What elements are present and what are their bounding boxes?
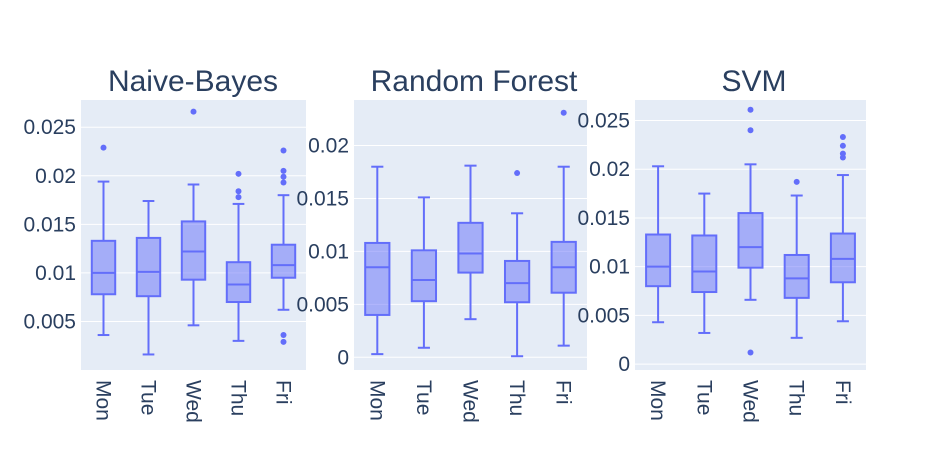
outlier-point [235, 194, 242, 201]
iqr-box [270, 243, 297, 279]
subplot-2: 0 0.005 0.01 0.015 0.02 0.025 SVM Mon Tue Wed Thu F… [577, 65, 866, 423]
box-thu [783, 178, 810, 339]
x-tick-label: Fri [831, 380, 854, 405]
iqr-box [645, 233, 672, 288]
x-tick-label: Wed [182, 380, 205, 423]
x-tick-label: Thu [227, 380, 250, 416]
subplot-title: SVM [721, 65, 786, 98]
y-tick-label: 0.01 [35, 262, 76, 285]
subplot-title: Random Forest [371, 65, 578, 98]
outlier-point [100, 144, 107, 151]
subplot-1: 0 0.005 0.01 0.015 0.02 Random Forest Mon Tue We… [296, 65, 587, 423]
outlier-point [280, 332, 287, 339]
outlier-point [280, 338, 287, 345]
iqr-box [457, 221, 484, 274]
y-tick-label: 0.025 [577, 109, 630, 132]
box-tue [410, 196, 438, 349]
box-thu [225, 170, 252, 342]
y-tick-label: 0 [618, 353, 630, 376]
x-tick-label: Tue [137, 380, 160, 415]
outlier-point [190, 108, 197, 115]
y-tick-label: 0.005 [23, 310, 76, 333]
outlier-point [560, 109, 567, 116]
y-tick-label: 0.015 [296, 187, 349, 210]
box-fri [829, 134, 856, 323]
subplot-title: Naive-Bayes [108, 65, 278, 98]
box-wed [457, 164, 484, 321]
iqr-box [783, 253, 810, 299]
box-fri [270, 147, 297, 345]
outlier-point [839, 142, 846, 149]
outlier-point [514, 170, 521, 177]
box-mon [645, 165, 672, 324]
outlier-point [747, 127, 754, 134]
subplot-0: 0.005 0.01 0.015 0.02 0.025 Naive-Bayes Mon Tue… [23, 65, 306, 423]
outlier-point [235, 188, 242, 195]
x-tick-label: Wed [459, 380, 482, 423]
iqr-box [364, 241, 391, 316]
outlier-point [747, 106, 754, 113]
outlier-point [280, 167, 287, 174]
y-tick-label: 0.005 [577, 304, 630, 327]
box-mon [90, 144, 117, 337]
x-tick-label: Wed [739, 380, 762, 423]
outlier-point [839, 150, 846, 157]
x-tick-label: Tue [412, 380, 435, 415]
x-tick-label: Thu [785, 380, 808, 416]
y-tick-label: 0.02 [308, 135, 349, 158]
iqr-box [225, 261, 252, 304]
outlier-point [839, 134, 846, 141]
box-wed [180, 108, 207, 327]
y-tick-label: 0.025 [23, 116, 76, 139]
box-tue [135, 200, 162, 356]
x-tick-label: Thu [505, 380, 528, 416]
outlier-point [280, 147, 287, 154]
y-tick-label: 0.01 [308, 240, 349, 263]
y-tick-label: 0.01 [589, 256, 630, 279]
y-tick-label: 0.015 [577, 207, 630, 230]
x-tick-label: Mon [365, 380, 388, 421]
box-thu [503, 170, 531, 358]
y-tick-label: 0.02 [35, 165, 76, 188]
y-tick-label: 0.015 [23, 213, 76, 236]
y-tick-label: 0.02 [589, 158, 630, 181]
box-wed [737, 106, 764, 356]
x-tick-label: Mon [646, 380, 669, 421]
outlier-point [747, 349, 754, 356]
iqr-box [503, 259, 531, 304]
box-tue [691, 192, 718, 334]
box-fri [550, 109, 577, 347]
iqr-box [737, 212, 764, 269]
box-mon [364, 165, 391, 356]
y-tick-label: 0 [337, 346, 349, 369]
outlier-point [793, 178, 800, 185]
x-tick-label: Fri [552, 380, 575, 405]
outlier-point [280, 179, 287, 186]
x-tick-label: Tue [692, 380, 715, 415]
iqr-box [135, 236, 162, 298]
x-tick-label: Fri [272, 380, 295, 405]
outlier-point [235, 170, 242, 177]
outlier-point [280, 173, 287, 180]
iqr-box [90, 239, 117, 296]
iqr-box [691, 234, 718, 294]
iqr-box [410, 249, 438, 303]
y-tick-label: 0.005 [296, 293, 349, 316]
x-tick-label: Mon [92, 380, 115, 421]
